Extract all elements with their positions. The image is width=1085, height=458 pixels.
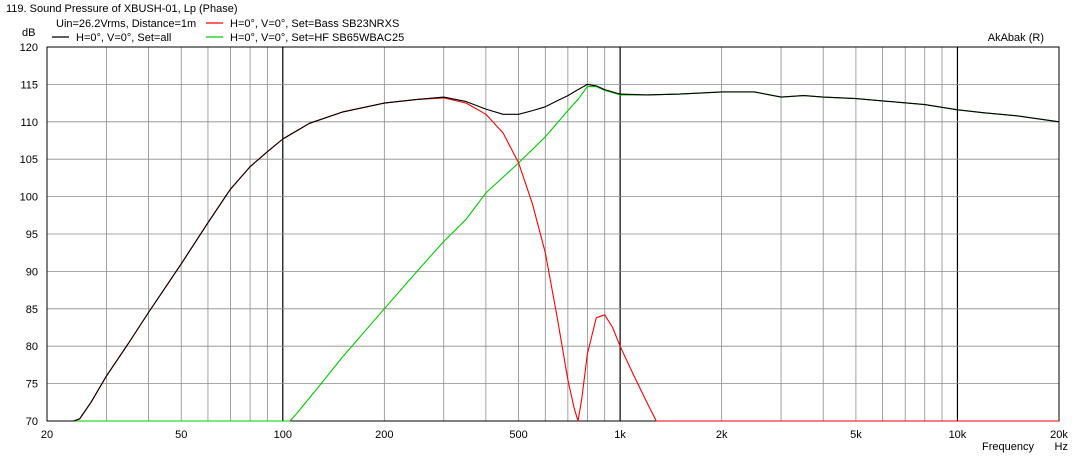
x-tick-label: 5k — [850, 429, 862, 441]
x-tick-label: 100 — [274, 429, 292, 441]
chart-subtitle: Uin=26.2Vrms, Distance=1m — [56, 18, 196, 30]
legend-label: H=0°, V=0°, Set=all — [76, 32, 171, 44]
x-tick-label: 10k — [949, 429, 967, 441]
y-tick-label: 115 — [20, 79, 38, 91]
legend-label: H=0°, V=0°, Set=Bass SB23NRXS — [230, 18, 399, 30]
y-tick-label: 95 — [26, 229, 38, 241]
plot-frame — [46, 46, 1060, 422]
series-layer — [47, 83, 1060, 422]
legend-label: H=0°, V=0°, Set=HF SB65WBAC25 — [230, 32, 404, 44]
y-tick-label: 85 — [26, 304, 38, 316]
series-line-0 — [47, 83, 1060, 422]
y-tick-label: 80 — [26, 341, 38, 353]
x-tick-label: 1k — [614, 429, 626, 441]
watermark: AkAbak (R) — [988, 32, 1044, 44]
x-tick-label: 200 — [375, 429, 393, 441]
x-tick-label: 20k — [1050, 429, 1068, 441]
y-tick-label: 100 — [20, 192, 38, 204]
y-tick-label: 70 — [26, 416, 38, 428]
chart-title: 119. Sound Pressure of XBUSH-01, Lp (Pha… — [6, 3, 238, 15]
x-tick-label: 2k — [716, 429, 728, 441]
x-tick-label: 20 — [41, 429, 53, 441]
y-tick-label: 90 — [26, 266, 38, 278]
x-tick-label: 500 — [509, 429, 527, 441]
y-tick-label: 120 — [20, 42, 38, 54]
y-tick-label: 105 — [20, 154, 38, 166]
y-axis-unit: dB — [22, 27, 35, 39]
x-tick-label: 50 — [175, 429, 187, 441]
y-tick-label: 110 — [20, 117, 38, 129]
legend: H=0°, V=0°, Set=all H=0°, V=0°, Set=Bass … — [52, 18, 404, 44]
y-tick-label: 75 — [26, 379, 38, 391]
x-axis-unit: Hz — [1055, 441, 1068, 453]
x-axis-label: Frequency — [982, 441, 1034, 453]
